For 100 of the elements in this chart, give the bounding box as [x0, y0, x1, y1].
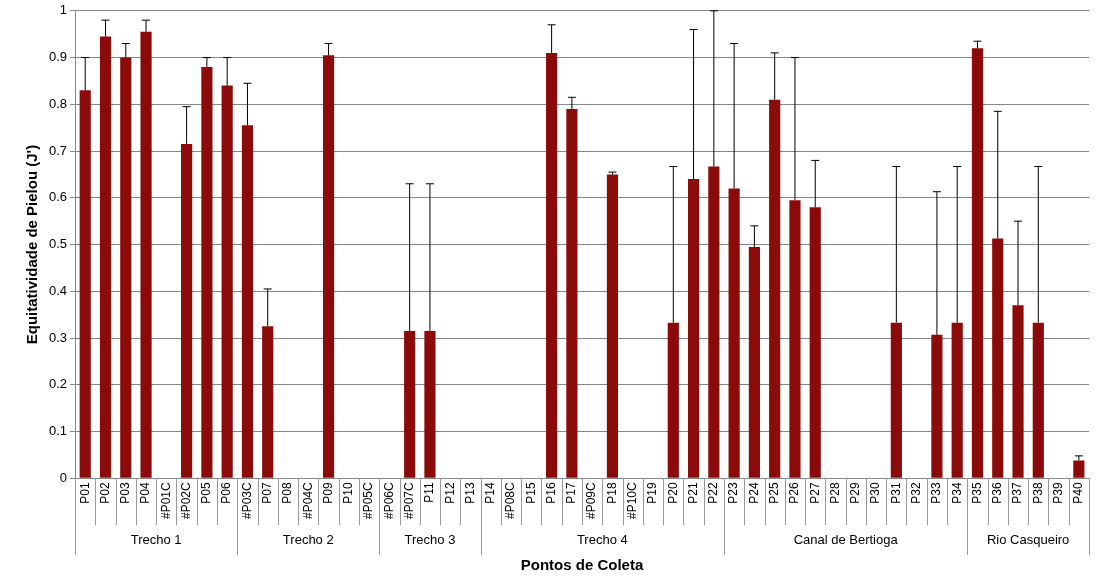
x-tick-label: P33 — [929, 481, 944, 504]
x-tick-label: P18 — [604, 481, 619, 504]
bar — [1073, 460, 1085, 478]
bar — [890, 322, 902, 478]
x-tick-label: #P10C — [625, 481, 640, 520]
x-tick-label: P23 — [726, 481, 741, 504]
y-tick-label: 0.1 — [48, 423, 68, 439]
bar — [728, 188, 740, 478]
x-tick-label: #P02C — [178, 481, 193, 520]
x-tick-label: P24 — [746, 481, 761, 504]
text: Trecho 2 — [282, 531, 334, 547]
x-tick-label: P31 — [888, 481, 903, 504]
bar — [951, 322, 963, 478]
bar — [221, 85, 233, 478]
x-tick-label: P12 — [442, 481, 457, 504]
x-tick-label: P35 — [969, 481, 984, 504]
bar — [769, 99, 781, 478]
y-axis-title: Equitatividade de Pielou (J') — [23, 144, 41, 345]
text: Canal de Bertioga — [793, 531, 899, 547]
x-tick-label: P34 — [949, 481, 964, 504]
bar — [971, 48, 984, 478]
x-tick-label: P07 — [260, 481, 275, 504]
x-tick-label: P04 — [138, 481, 153, 504]
x-tick-label: P15 — [523, 481, 538, 504]
x-tick-label: P36 — [990, 481, 1005, 504]
x-tick-label: P26 — [787, 481, 802, 504]
bar — [992, 238, 1004, 478]
bar — [748, 246, 760, 478]
x-tick-label: #P01C — [158, 481, 173, 520]
x-tick-label: P19 — [645, 481, 660, 504]
x-tick-label: P40 — [1071, 481, 1086, 504]
x-tick-label: P25 — [766, 481, 781, 504]
x-tick-label: P20 — [665, 481, 680, 504]
y-tick-label: 0 — [59, 469, 68, 485]
x-tick-label: P03 — [118, 481, 133, 504]
text: Trecho 3 — [404, 531, 456, 547]
bar — [667, 322, 679, 478]
y-tick-label: 0.7 — [48, 142, 68, 158]
x-tick-label: P39 — [1050, 481, 1065, 504]
x-tick-label: P29 — [848, 481, 863, 504]
bar — [120, 57, 132, 478]
y-tick-label: 0.9 — [48, 49, 68, 65]
y-tick-label: 0.2 — [48, 376, 68, 392]
bar — [140, 31, 152, 478]
bar — [1012, 305, 1024, 478]
x-tick-label: P06 — [219, 481, 234, 504]
y-tick-label: 0.8 — [48, 95, 68, 111]
x-tick-label: #P06C — [381, 481, 396, 520]
x-tick-label: P10 — [341, 481, 356, 504]
bar — [687, 179, 700, 478]
x-tick-label: #P08C — [503, 481, 518, 520]
x-tick-label: P09 — [320, 481, 335, 504]
text: Trecho 4 — [576, 531, 628, 547]
x-tick-label: #P05C — [361, 481, 376, 520]
x-tick-label: P30 — [868, 481, 883, 504]
x-tick-label: P01 — [77, 481, 92, 504]
bar — [79, 90, 91, 478]
x-axis-title: Pontos de Coleta — [520, 556, 644, 574]
bar — [181, 144, 193, 478]
y-tick-label: 0.5 — [48, 236, 68, 252]
x-tick-label: #P09C — [584, 481, 599, 520]
x-tick-label: #P03C — [239, 481, 254, 520]
bar — [809, 207, 821, 478]
bar — [322, 55, 335, 478]
bar — [566, 108, 578, 478]
y-tick-label: 1 — [59, 2, 68, 18]
x-tick-label: P13 — [462, 481, 477, 504]
y-tick-label: 0.4 — [48, 282, 68, 298]
bar — [708, 166, 720, 478]
bar — [606, 174, 619, 478]
x-tick-label: P16 — [543, 481, 558, 504]
x-tick-label: P37 — [1010, 481, 1025, 504]
bar — [404, 331, 416, 478]
bar — [789, 200, 801, 478]
bar — [931, 334, 943, 478]
x-tick-label: P17 — [564, 481, 579, 504]
bar — [1032, 322, 1044, 478]
bar — [99, 36, 112, 478]
x-tick-label: #P07C — [401, 481, 416, 520]
x-tick-label: P21 — [685, 481, 700, 504]
y-tick-label: 0.3 — [48, 329, 68, 345]
x-tick-label: P27 — [807, 481, 822, 504]
x-tick-label: P11 — [422, 481, 437, 503]
x-tick-label: P38 — [1030, 481, 1045, 504]
x-tick-label: P32 — [908, 481, 923, 504]
x-tick-label: P05 — [199, 481, 214, 504]
x-tick-label: P22 — [706, 481, 721, 504]
bar — [546, 52, 558, 478]
bar — [241, 125, 254, 478]
x-tick-label: P02 — [97, 481, 112, 504]
x-tick-label: P08 — [280, 481, 295, 504]
bar — [201, 66, 213, 478]
text: Rio Casqueiro — [986, 531, 1070, 547]
bar — [424, 331, 436, 478]
x-tick-label: P14 — [483, 481, 498, 504]
y-tick-label: 0.6 — [48, 189, 68, 205]
x-tick-label: #P04C — [300, 481, 315, 520]
x-tick-label: P28 — [827, 481, 842, 504]
bar — [262, 326, 274, 478]
text: Trecho 1 — [130, 531, 182, 547]
